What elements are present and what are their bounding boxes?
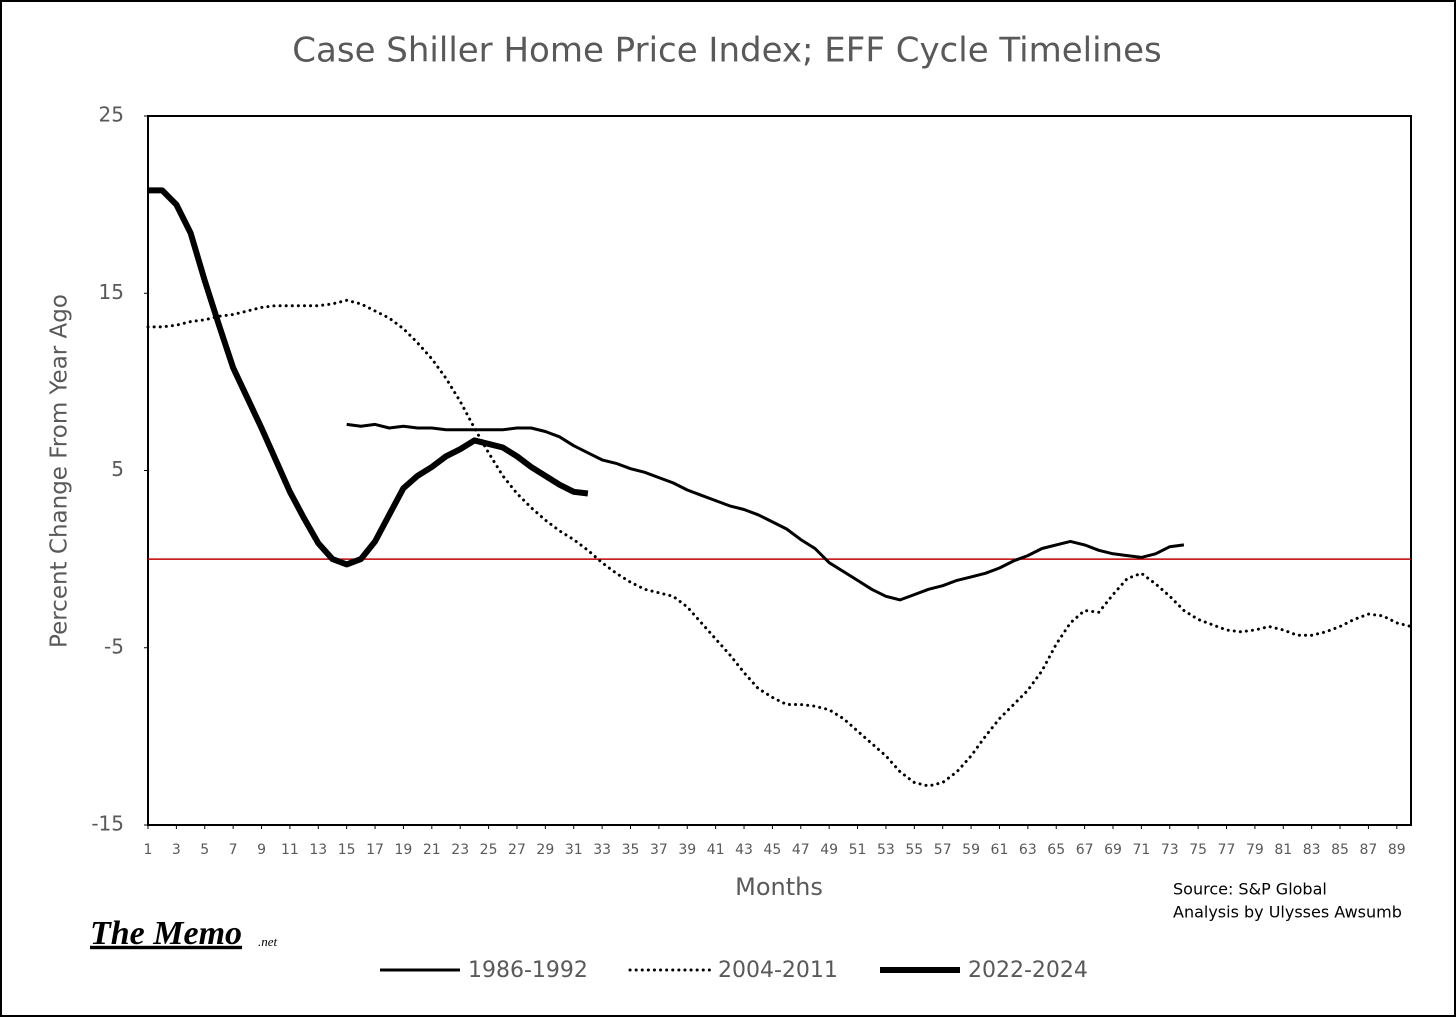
legend-label: 2022-2024 [968,958,1088,983]
legend-label: 1986-1992 [468,958,588,983]
y-tick-label: 25 [99,103,124,127]
y-tick-label: -15 [91,812,124,836]
x-tick-label: 1 [144,842,153,858]
x-tick-label: 61 [991,842,1009,858]
x-tick-label: 13 [309,842,327,858]
x-tick-label: 85 [1331,842,1349,858]
source-note: Source: S&P Global [1173,880,1327,899]
x-tick-label: 67 [1076,842,1094,858]
x-tick-label: 33 [593,842,611,858]
x-tick-label: 83 [1303,842,1321,858]
x-tick-label: 39 [678,842,696,858]
x-tick-label: 11 [281,842,299,858]
x-tick-label: 15 [338,842,356,858]
x-tick-label: 21 [423,842,441,858]
x-tick-label: 25 [480,842,498,858]
x-tick-label: 3 [172,842,181,858]
x-tick-label: 57 [934,842,952,858]
x-tick-label: 27 [508,842,526,858]
x-tick-label: 45 [763,842,781,858]
x-tick-label: 81 [1274,842,1292,858]
y-tick-label: 5 [111,457,124,481]
x-tick-label: 71 [1132,842,1150,858]
x-tick-label: 19 [395,842,413,858]
y-tick-label: -5 [104,634,124,658]
x-tick-label: 53 [877,842,895,858]
x-axis-label: Months [735,873,823,901]
x-tick-label: 77 [1218,842,1236,858]
series-line [146,298,1413,788]
legend-label: 2004-2011 [718,958,838,983]
x-tick-label: 41 [707,842,725,858]
x-tick-label: 87 [1360,842,1378,858]
x-tick-label: 47 [792,842,810,858]
x-tick-label: 31 [565,842,583,858]
x-tick-label: 69 [1104,842,1122,858]
x-tick-label: 29 [536,842,554,858]
x-tick-label: 49 [820,842,838,858]
x-tick-label: 51 [849,842,867,858]
x-tick-label: 75 [1189,842,1207,858]
x-tick-label: 73 [1161,842,1179,858]
x-tick-label: 23 [451,842,469,858]
x-tick-label: 65 [1047,842,1065,858]
x-tick-label: 35 [622,842,640,858]
x-tick-label: 7 [229,842,238,858]
analysis-note: Analysis by Ulysses Awsumb [1173,903,1402,922]
x-tick-label: 89 [1388,842,1406,858]
logo: The Memo [90,915,242,952]
x-tick-label: 79 [1246,842,1264,858]
x-tick-label: 17 [366,842,384,858]
y-tick-label: 15 [99,280,124,304]
x-tick-label: 59 [962,842,980,858]
chart-title: Case Shiller Home Price Index; EFF Cycle… [292,31,1161,71]
x-tick-label: 43 [735,842,753,858]
series-line [346,422,1185,602]
y-axis-label: Percent Change From Year Ago [47,294,73,648]
logo-suffix: .net [258,934,278,949]
series-line [148,187,589,568]
x-tick-label: 37 [650,842,668,858]
x-tick-label: 55 [905,842,923,858]
x-tick-label: 63 [1019,842,1037,858]
x-tick-label: 9 [257,842,266,858]
x-tick-label: 5 [200,842,209,858]
